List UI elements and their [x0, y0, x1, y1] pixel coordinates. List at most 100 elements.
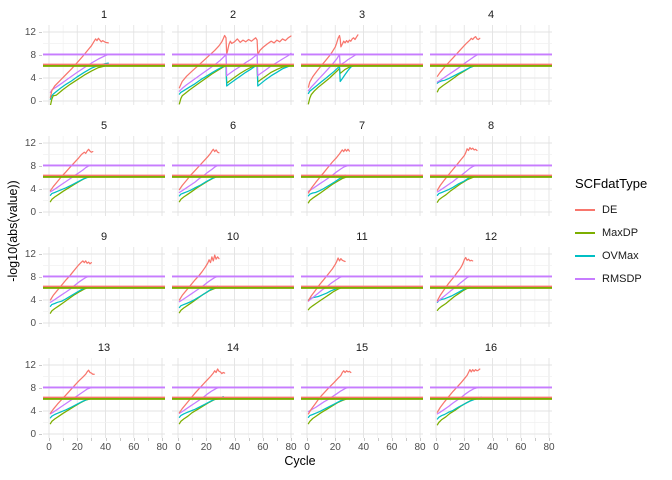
x-tick-mark — [349, 438, 351, 441]
y-tick-mark — [39, 32, 42, 33]
series-line-OVMax — [307, 64, 358, 95]
x-tick-mark — [321, 438, 323, 441]
x-tick-label: 40 — [357, 442, 370, 453]
x-tick-label: 60 — [128, 442, 140, 453]
x-tick-mark — [363, 438, 365, 441]
x-tick-label: 80 — [156, 442, 168, 453]
series-line-RMSDP — [307, 53, 358, 92]
y-tick-mark — [39, 323, 42, 324]
legend-entry-OVMax: OVMax — [575, 247, 647, 264]
y-tick-label: 4 — [30, 406, 36, 417]
y-tick-mark — [39, 78, 42, 79]
series-line-DE — [178, 34, 292, 89]
x-tick-mark — [276, 438, 278, 441]
series-line-OVMax — [178, 175, 219, 197]
series-line-DE — [436, 256, 474, 302]
x-tick-mark — [147, 438, 149, 441]
y-tick-mark — [39, 300, 42, 301]
series-line-DE — [178, 148, 220, 191]
series-line-DE — [436, 368, 481, 413]
x-tick-label: 60 — [515, 442, 527, 453]
x-tick-label: 20 — [458, 442, 470, 453]
legend-key-line-DE — [575, 208, 595, 211]
series-line-MaxDP — [307, 176, 348, 204]
series-line-OVMax — [178, 64, 292, 95]
x-tick-mark — [464, 438, 466, 441]
y-tick-label: 12 — [24, 27, 36, 38]
x-tick-mark — [133, 438, 135, 441]
x-tick-mark — [262, 438, 264, 441]
x-tick-mark — [335, 438, 337, 441]
y-tick-mark — [39, 434, 42, 435]
x-tick-mark — [549, 438, 550, 441]
x-tick-label: 0 — [433, 442, 439, 453]
legend-entries: DE MaxDP OVMax RMSDP — [575, 201, 647, 287]
x-tick-mark — [291, 438, 292, 441]
facet-title: 16 — [484, 342, 498, 354]
series-line-MaxDP — [49, 64, 109, 105]
series-line-MaxDP — [436, 287, 471, 312]
x-tick-mark — [420, 438, 421, 441]
y-tick-label: 0 — [30, 96, 36, 107]
x-tick-mark — [178, 438, 179, 441]
x-tick-mark — [391, 438, 393, 441]
legend-label: MaxDP — [602, 226, 639, 239]
facet-title: 12 — [484, 231, 498, 243]
y-tick-label: 0 — [30, 318, 36, 329]
y-tick-label: 12 — [24, 360, 36, 371]
series-line-MaxDP — [307, 287, 343, 311]
facet-panel-10 — [172, 247, 294, 327]
x-tick-label: 20 — [71, 442, 83, 453]
y-tick-mark — [39, 101, 42, 102]
y-tick-label: 8 — [30, 50, 36, 61]
facet-title: 1 — [100, 9, 108, 21]
x-tick-mark — [220, 438, 222, 441]
x-tick-label: 20 — [329, 442, 341, 453]
series-line-DE — [436, 146, 478, 191]
y-tick-mark — [39, 166, 42, 167]
facet-title: 11 — [356, 231, 368, 243]
y-tick-label: 0 — [30, 207, 36, 218]
y-tick-label: 8 — [30, 161, 36, 172]
y-tick-label: 4 — [30, 184, 36, 195]
x-tick-label: 60 — [257, 442, 269, 453]
x-tick-mark — [377, 438, 379, 441]
facet-title: 8 — [487, 120, 495, 132]
facet-panel-7 — [301, 136, 423, 216]
facet-panel-12 — [430, 247, 552, 327]
facet-panel-6 — [172, 136, 294, 216]
x-tick-label: 40 — [99, 442, 112, 453]
facet-title: 3 — [358, 9, 366, 21]
y-tick-label: 12 — [24, 249, 36, 260]
x-tick-mark — [77, 438, 79, 441]
series-line-MaxDP — [178, 64, 292, 105]
facet-title: 6 — [229, 120, 237, 132]
y-tick-mark — [39, 411, 42, 412]
facet-panel-11 — [301, 247, 423, 327]
series-line-OVMax — [436, 396, 482, 420]
x-tick-mark — [492, 438, 494, 441]
series-line-RMSDP — [49, 275, 90, 303]
x-axis-title: Cycle — [284, 454, 316, 468]
x-tick-mark — [520, 438, 522, 441]
legend-entry-MaxDP: MaxDP — [575, 224, 647, 241]
series-line-RMSDP — [436, 386, 482, 415]
x-tick-label: 0 — [46, 442, 52, 453]
legend-title: SCFdatType — [575, 176, 648, 191]
facet-title: 15 — [355, 342, 369, 354]
x-tick-label: 0 — [304, 442, 310, 453]
series-line-MaxDP — [307, 65, 358, 105]
legend-entry-DE: DE — [575, 201, 647, 218]
x-tick-mark — [234, 438, 236, 441]
series-line-DE — [49, 148, 94, 192]
facet-title: 14 — [226, 342, 240, 354]
series-line-DE — [49, 260, 93, 301]
x-tick-mark — [534, 438, 536, 441]
series-line-DE — [307, 34, 359, 88]
x-tick-mark — [506, 438, 508, 441]
legend-label: OVMax — [602, 249, 639, 262]
legend-key-line-MaxDP — [575, 231, 595, 234]
facet-title: 7 — [358, 120, 366, 132]
x-tick-mark — [405, 438, 407, 441]
